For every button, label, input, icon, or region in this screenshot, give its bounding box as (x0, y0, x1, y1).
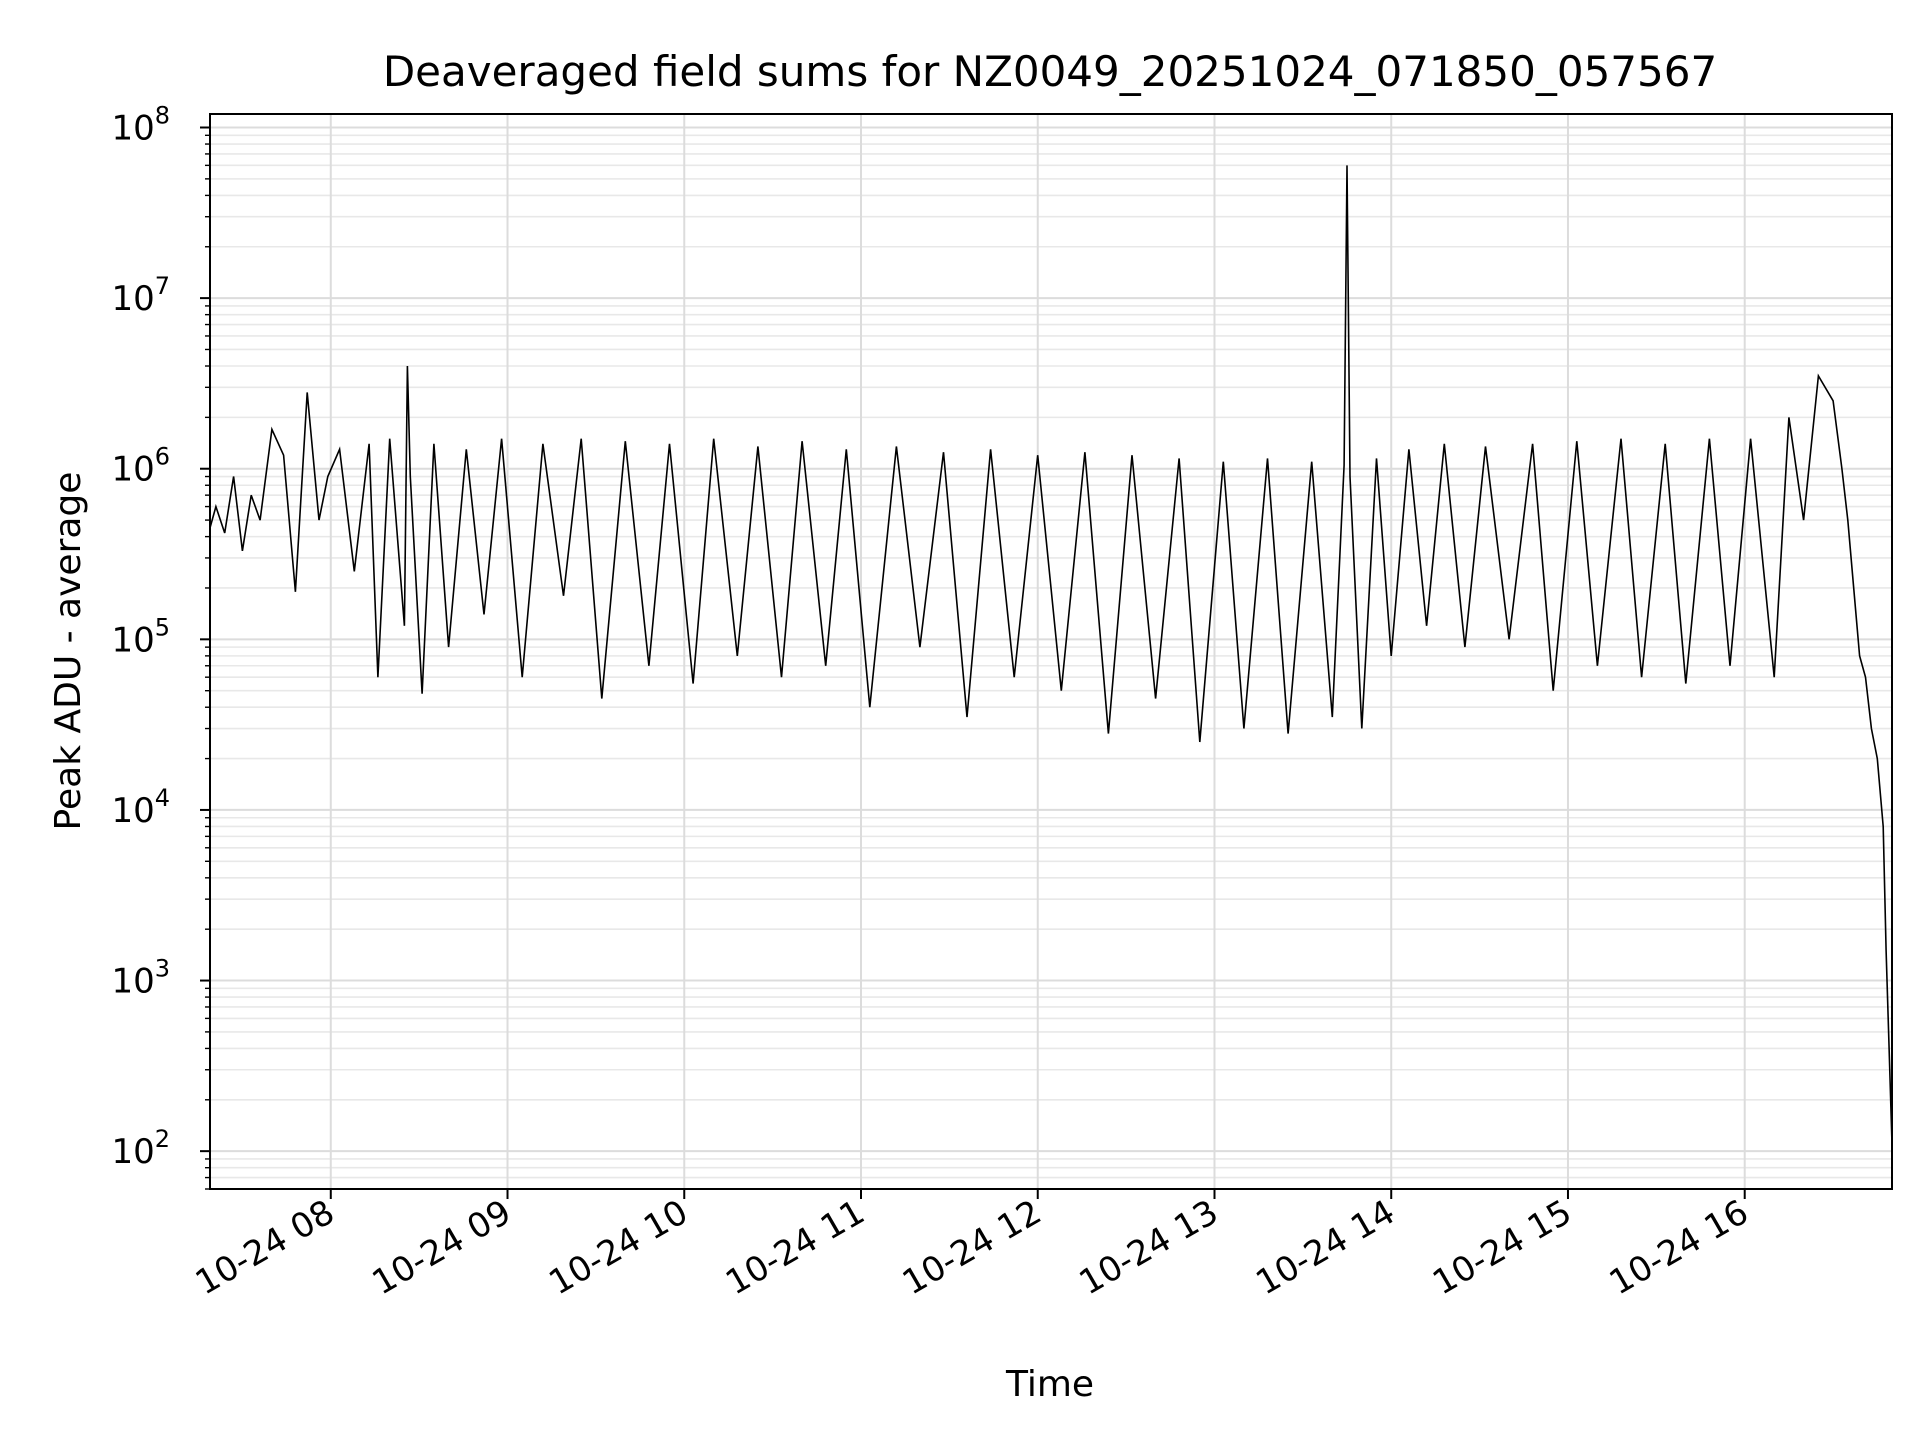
x-tick-label: 10-24 12 (896, 1192, 1048, 1303)
y-tick-label: 102 (111, 1125, 170, 1172)
grid-layer (210, 114, 1892, 1190)
x-tick-label: 10-24 15 (1426, 1192, 1578, 1303)
x-axis-label: Time (1005, 1364, 1094, 1405)
plot-frame (209, 113, 1893, 1190)
x-tick-label: 10-24 16 (1603, 1192, 1755, 1303)
x-tick-label: 10-24 08 (189, 1192, 341, 1303)
x-tick-label: 10-24 10 (542, 1192, 694, 1303)
y-tick-label: 108 (111, 102, 170, 149)
y-tick-label: 104 (111, 784, 170, 831)
series-line-0 (209, 165, 1893, 1145)
y-tick-label: 105 (111, 613, 170, 660)
y-tick-label: 106 (111, 443, 170, 490)
x-tick-label: 10-24 14 (1249, 1192, 1401, 1303)
x-tick-label: 10-24 11 (719, 1192, 871, 1303)
series-layer (209, 165, 1893, 1145)
y-tick-label: 107 (111, 272, 170, 319)
x-tick-label: 10-24 09 (366, 1192, 518, 1303)
chart-title: Deaveraged field sums for NZ0049_2025102… (383, 47, 1717, 96)
y-tick-label: 103 (111, 955, 170, 1002)
y-axis-label: Peak ADU - average (48, 472, 89, 831)
x-tick-label: 10-24 13 (1073, 1192, 1225, 1303)
